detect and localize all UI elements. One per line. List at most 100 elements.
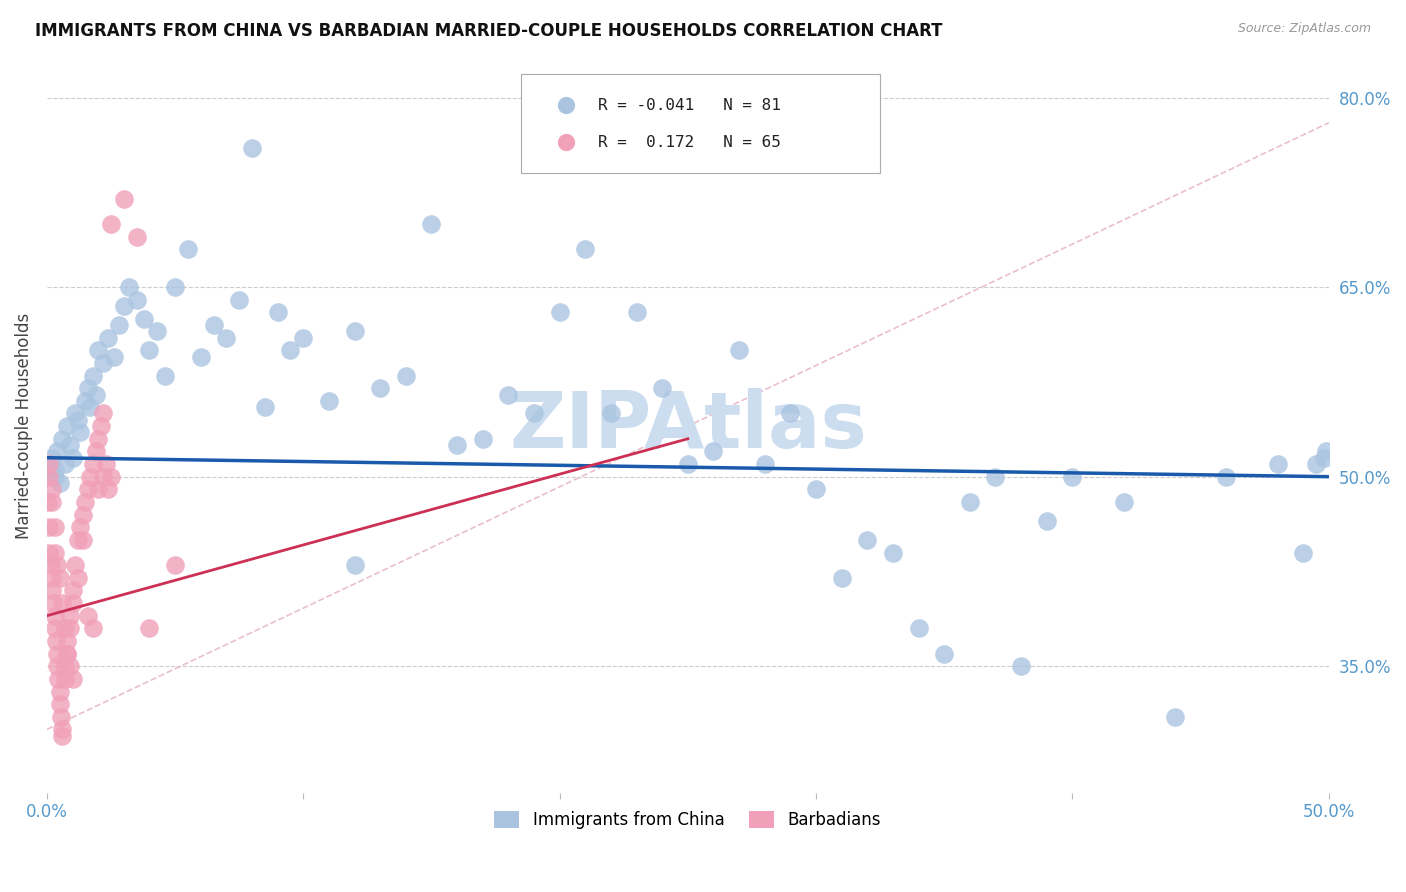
Point <box>82 457 104 471</box>
Point <box>395 368 418 383</box>
Point <box>177 242 200 256</box>
Point <box>48 475 70 490</box>
Point <box>59 659 82 673</box>
Point <box>190 350 212 364</box>
Point <box>56 634 79 648</box>
Point <box>1035 514 1057 528</box>
Point <box>1312 450 1334 465</box>
Point <box>1112 495 1135 509</box>
Point <box>984 469 1007 483</box>
Point <box>471 432 494 446</box>
Point <box>38 545 60 559</box>
Point <box>779 407 801 421</box>
Point <box>754 457 776 471</box>
Point <box>48 571 70 585</box>
Point <box>39 558 62 573</box>
Point <box>446 438 468 452</box>
Point <box>56 647 79 661</box>
Point <box>72 533 94 547</box>
Point <box>41 495 63 509</box>
Point <box>125 293 148 307</box>
Point <box>240 141 263 155</box>
Point <box>804 483 827 497</box>
Point <box>165 280 187 294</box>
Point <box>69 425 91 440</box>
Point <box>100 217 122 231</box>
Point <box>79 469 101 483</box>
Point <box>46 444 69 458</box>
Point <box>107 318 129 332</box>
Point <box>228 293 250 307</box>
Point <box>59 438 82 452</box>
Point <box>38 457 60 471</box>
Point <box>702 444 724 458</box>
Point <box>548 305 571 319</box>
Point <box>51 596 73 610</box>
Text: IMMIGRANTS FROM CHINA VS BARBADIAN MARRIED-COUPLE HOUSEHOLDS CORRELATION CHART: IMMIGRANTS FROM CHINA VS BARBADIAN MARRI… <box>35 22 942 40</box>
Point <box>69 520 91 534</box>
Point <box>77 381 100 395</box>
Point <box>51 723 73 737</box>
Point <box>82 368 104 383</box>
Point <box>48 684 70 698</box>
Point <box>343 324 366 338</box>
Point <box>41 483 63 497</box>
Point <box>51 729 73 743</box>
Point <box>66 571 89 585</box>
Point <box>53 457 76 471</box>
Point <box>600 407 623 421</box>
Point <box>45 634 67 648</box>
Point <box>1292 545 1315 559</box>
Point <box>498 387 520 401</box>
Point <box>59 608 82 623</box>
Point <box>46 647 69 661</box>
Point <box>62 583 84 598</box>
Point <box>87 483 110 497</box>
Point <box>1010 659 1032 673</box>
Point <box>75 495 97 509</box>
Point <box>84 387 107 401</box>
Point <box>626 305 648 319</box>
Point <box>1267 457 1289 471</box>
Point <box>91 407 114 421</box>
Point <box>125 229 148 244</box>
Point <box>728 343 751 358</box>
Point <box>1062 469 1084 483</box>
Point <box>56 419 79 434</box>
Point <box>90 419 112 434</box>
Text: ZIPAtlas: ZIPAtlas <box>509 388 866 464</box>
Point <box>62 596 84 610</box>
Point <box>48 672 70 686</box>
Point <box>97 483 120 497</box>
Text: Source: ZipAtlas.com: Source: ZipAtlas.com <box>1237 22 1371 36</box>
Point <box>77 608 100 623</box>
Point <box>75 393 97 408</box>
Legend: Immigrants from China, Barbadians: Immigrants from China, Barbadians <box>488 804 889 836</box>
Point <box>1315 444 1337 458</box>
Point <box>882 545 904 559</box>
Point <box>91 469 114 483</box>
Point <box>165 558 187 573</box>
Text: R =  0.172   N = 65: R = 0.172 N = 65 <box>598 135 780 150</box>
Point <box>343 558 366 573</box>
Point <box>62 450 84 465</box>
Point <box>38 520 60 534</box>
Point <box>38 469 60 483</box>
Point <box>44 621 66 635</box>
Point <box>1164 710 1187 724</box>
FancyBboxPatch shape <box>522 74 880 173</box>
Point <box>420 217 443 231</box>
Point <box>63 407 86 421</box>
Point <box>37 495 59 509</box>
Point <box>138 343 160 358</box>
Point <box>1305 457 1327 471</box>
Point <box>134 311 156 326</box>
Point <box>100 469 122 483</box>
Point <box>62 672 84 686</box>
Point <box>41 450 63 465</box>
Point <box>84 444 107 458</box>
Point <box>112 299 135 313</box>
Point <box>87 432 110 446</box>
Point <box>38 457 60 471</box>
Point <box>368 381 391 395</box>
